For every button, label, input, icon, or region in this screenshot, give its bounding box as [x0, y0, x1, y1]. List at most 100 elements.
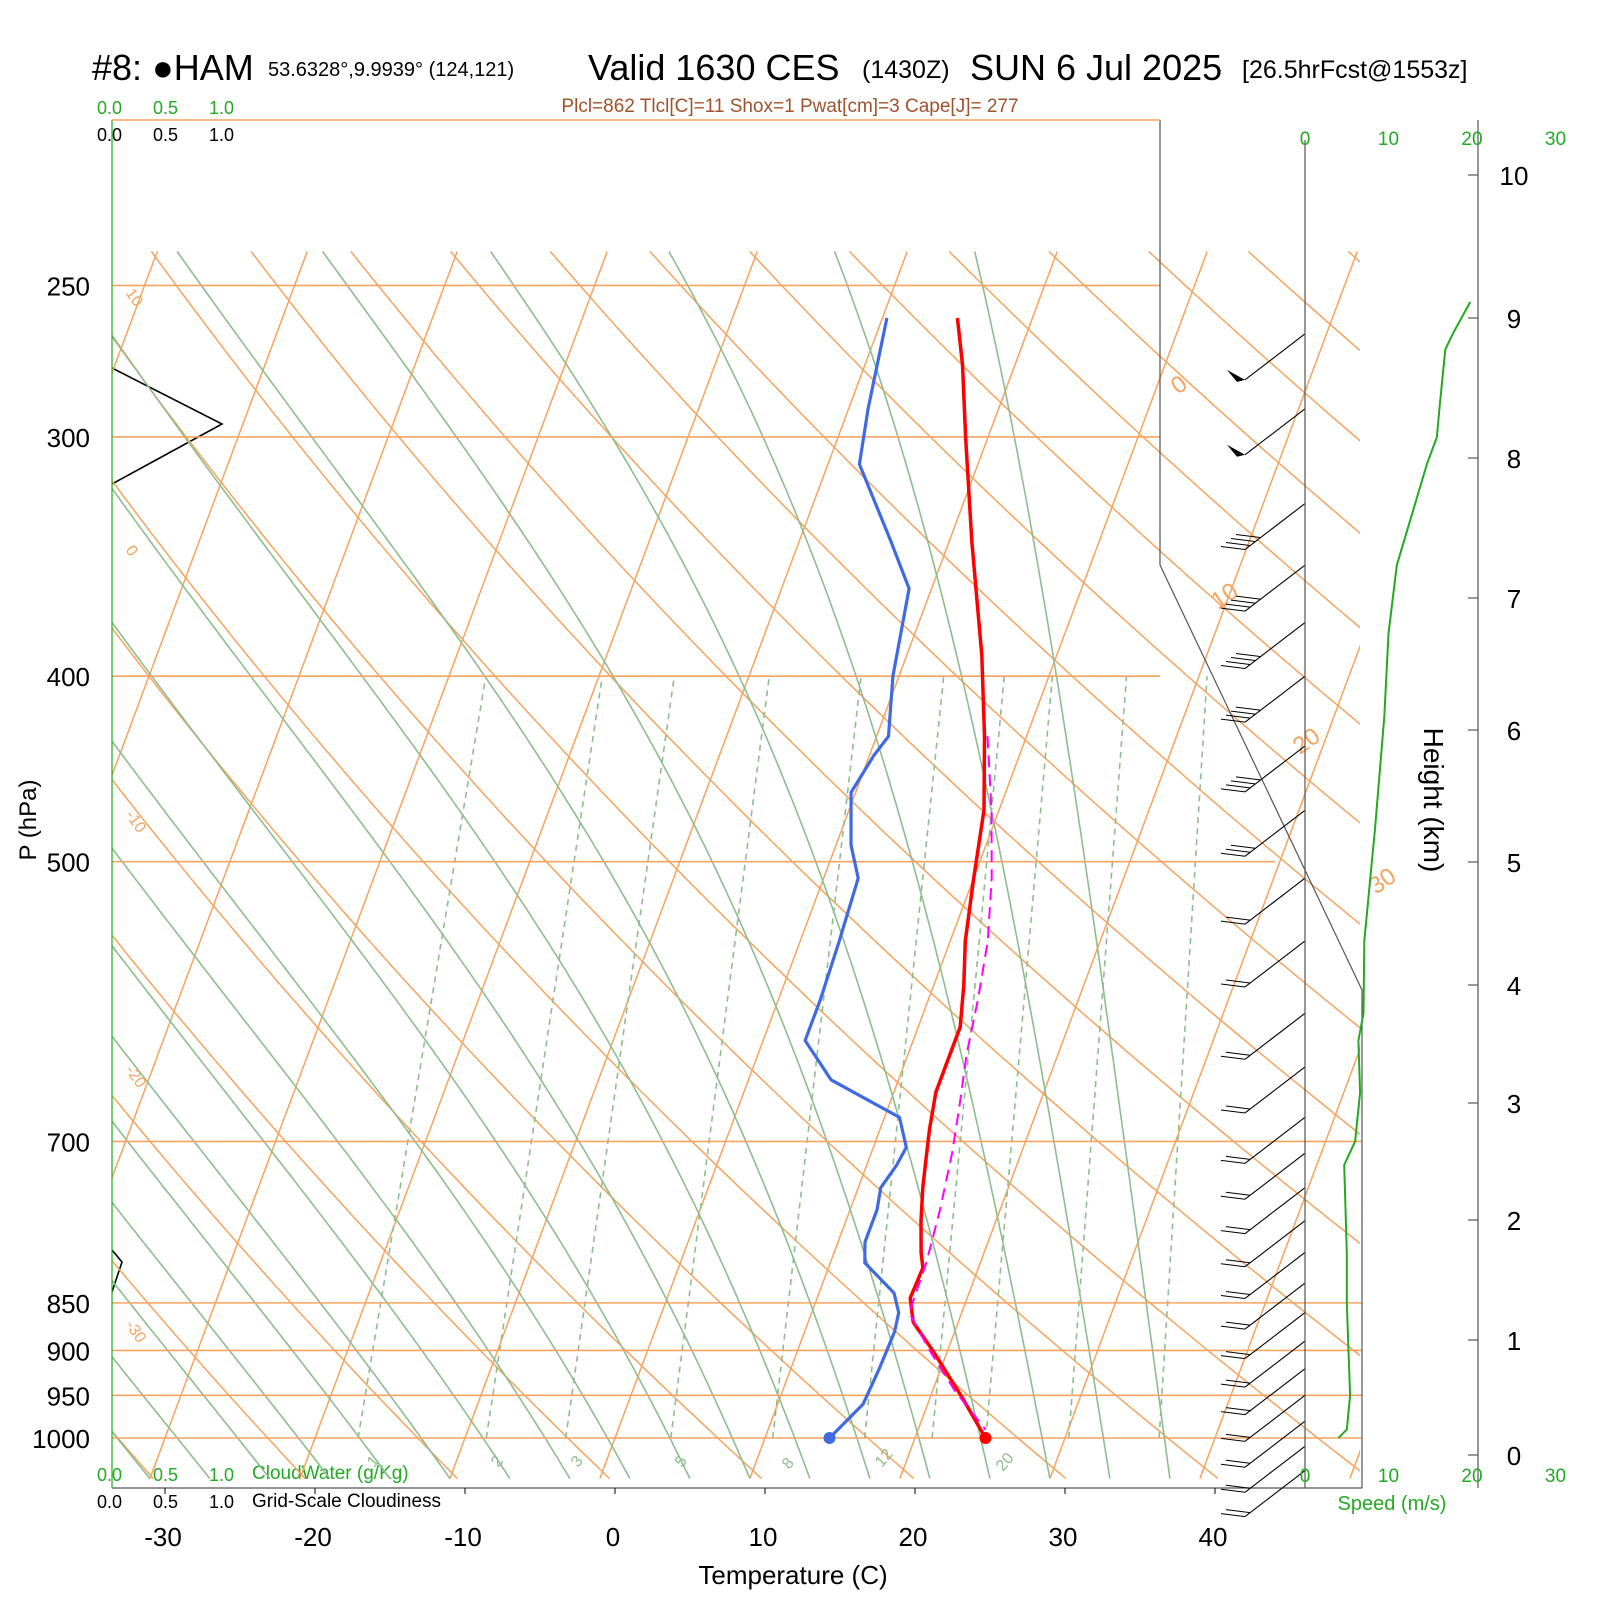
wind-barb: [1220, 1312, 1306, 1360]
barb-tick: [1220, 1513, 1246, 1518]
barb-staff: [1244, 408, 1306, 456]
p-tick-label: 900: [47, 1336, 90, 1366]
x-tick-label: -30: [144, 1522, 182, 1552]
moist-adiabat-line: [112, 333, 811, 1479]
cloudiness-axis-label: Grid-Scale Cloudiness: [252, 1491, 441, 1512]
barb-tick: [1225, 1290, 1251, 1295]
dry-adiabat-line: [112, 778, 763, 1480]
barb-tick: [1220, 1195, 1246, 1200]
barb-tick: [1230, 844, 1256, 849]
dry-adiabat-line: [350, 251, 1360, 1245]
barb-staff: [1244, 622, 1306, 669]
x-tick-label: 0: [606, 1522, 620, 1552]
barb-tick: [1225, 1191, 1251, 1196]
mixing-ratio-line: [357, 676, 487, 1439]
barb-tick: [1225, 1351, 1251, 1356]
x-tick-label: 20: [899, 1522, 928, 1552]
cloudiness-tick-bottom: 0.5: [153, 1492, 178, 1512]
height-tick-label: 7: [1507, 584, 1521, 614]
dry-adiabat-line: [112, 1259, 306, 1480]
isotherm-label: -20: [122, 1063, 149, 1092]
barb-tick: [1220, 1355, 1246, 1360]
temperature-line: [908, 317, 988, 1439]
wind-barb: [1220, 675, 1306, 723]
mixing-ratio-line: [1067, 676, 1128, 1439]
cloudiness-tick-top: 0.5: [153, 125, 178, 145]
speed-tick-label-bottom: 20: [1461, 1466, 1482, 1487]
barb-tick: [1235, 534, 1261, 539]
barb-staff: [1244, 1012, 1306, 1060]
cloudwater-tick-top: 0.5: [153, 98, 178, 118]
mixing-ratio-label: 5: [672, 1453, 691, 1471]
forecast-label: [26.5hrFcst@1553z]: [1242, 56, 1468, 84]
cloudiness-tick-bottom: 1.0: [209, 1492, 234, 1512]
wind-barb: [1220, 1282, 1306, 1330]
cloudiness-profile-low: [111, 1249, 123, 1293]
isotherm-line: [1199, 1046, 1360, 1479]
barb-tick: [1220, 546, 1246, 551]
dry-adiabat-line: [450, 251, 1360, 1136]
isotherm-line: [599, 251, 1058, 1479]
dry-adiabat-line: [1148, 250, 1360, 442]
speed-tick-label-top: 30: [1545, 129, 1566, 150]
cloudwater-tick-top: 0.0: [97, 98, 122, 118]
mixing-ratio-line: [670, 676, 771, 1439]
barb-staff: [1244, 745, 1306, 793]
moist-adiabat-line: [321, 251, 931, 1479]
dry-adiabat-line: [150, 251, 1360, 1472]
dry-adiabat-line: [112, 1094, 458, 1480]
height-tick-label: 9: [1507, 304, 1521, 334]
barb-tick: [1225, 1226, 1251, 1231]
wind-barb: [1220, 809, 1306, 857]
barb-staff: [1244, 1187, 1306, 1235]
isotherm-line: [112, 251, 308, 778]
wind-barb: [1220, 1420, 1306, 1468]
barb-tick: [1220, 1325, 1246, 1330]
dry-adiabat-line: [749, 250, 1360, 824]
mixing-ratio-label: 3: [568, 1453, 587, 1471]
barb-staff: [1244, 1116, 1306, 1164]
wind-barb: [1220, 1368, 1306, 1416]
mixing-ratio-label: 2: [488, 1453, 507, 1471]
profile-series: [803, 301, 1472, 1444]
wind-barb: [1220, 1470, 1306, 1518]
barb-tick: [1230, 538, 1256, 543]
speed-tick-label-bottom: 10: [1378, 1466, 1399, 1487]
speed-line: [1337, 301, 1472, 1439]
frame-right: [1159, 120, 1363, 1488]
temperature-surface-dot: [979, 1432, 992, 1444]
wind-barbs: [1220, 333, 1306, 1518]
barb-tick: [1220, 1463, 1246, 1468]
cloudiness-tick-top: 1.0: [209, 125, 234, 145]
p-tick-label: 500: [47, 848, 90, 878]
barb-staff: [1244, 1340, 1306, 1388]
wind-barb: [1220, 1152, 1306, 1200]
mixing-ratio-label: 20: [993, 1450, 1018, 1475]
cloudwater-tick-top: 1.0: [209, 98, 234, 118]
dewpoint-surface-dot: [823, 1432, 836, 1444]
barb-tick: [1220, 983, 1246, 988]
wind-barb: [1220, 1012, 1306, 1060]
isotherm-label: 10: [122, 286, 146, 310]
moist-adiabat-line: [112, 1034, 451, 1480]
barb-staff: [1244, 940, 1306, 988]
speed-tick-label-top: 10: [1378, 129, 1399, 150]
barb-tick: [1235, 706, 1261, 711]
moist-adiabat-line: [668, 251, 1051, 1479]
wind-barb: [1220, 1252, 1306, 1299]
barb-staff: [1244, 1368, 1306, 1416]
dry-adiabat-line: [112, 335, 1219, 1480]
barb-tick: [1225, 1105, 1251, 1110]
x-tick-label: 10: [749, 1522, 778, 1552]
barb-tick: [1225, 1321, 1251, 1326]
wind-barb: [1220, 1116, 1306, 1164]
p-tick-label: 250: [47, 271, 90, 301]
moist-adiabat-line: [112, 944, 511, 1480]
height-tick-label: 5: [1507, 848, 1521, 878]
height-tick-label: 2: [1507, 1206, 1521, 1236]
moist-adiabat-line: [112, 739, 631, 1479]
barb-staff: [1244, 1152, 1306, 1200]
speed-tick-label-bottom: 30: [1545, 1466, 1566, 1487]
cloudwater-tick-bottom: 0.5: [153, 1465, 178, 1485]
wind-barb: [1220, 503, 1306, 551]
